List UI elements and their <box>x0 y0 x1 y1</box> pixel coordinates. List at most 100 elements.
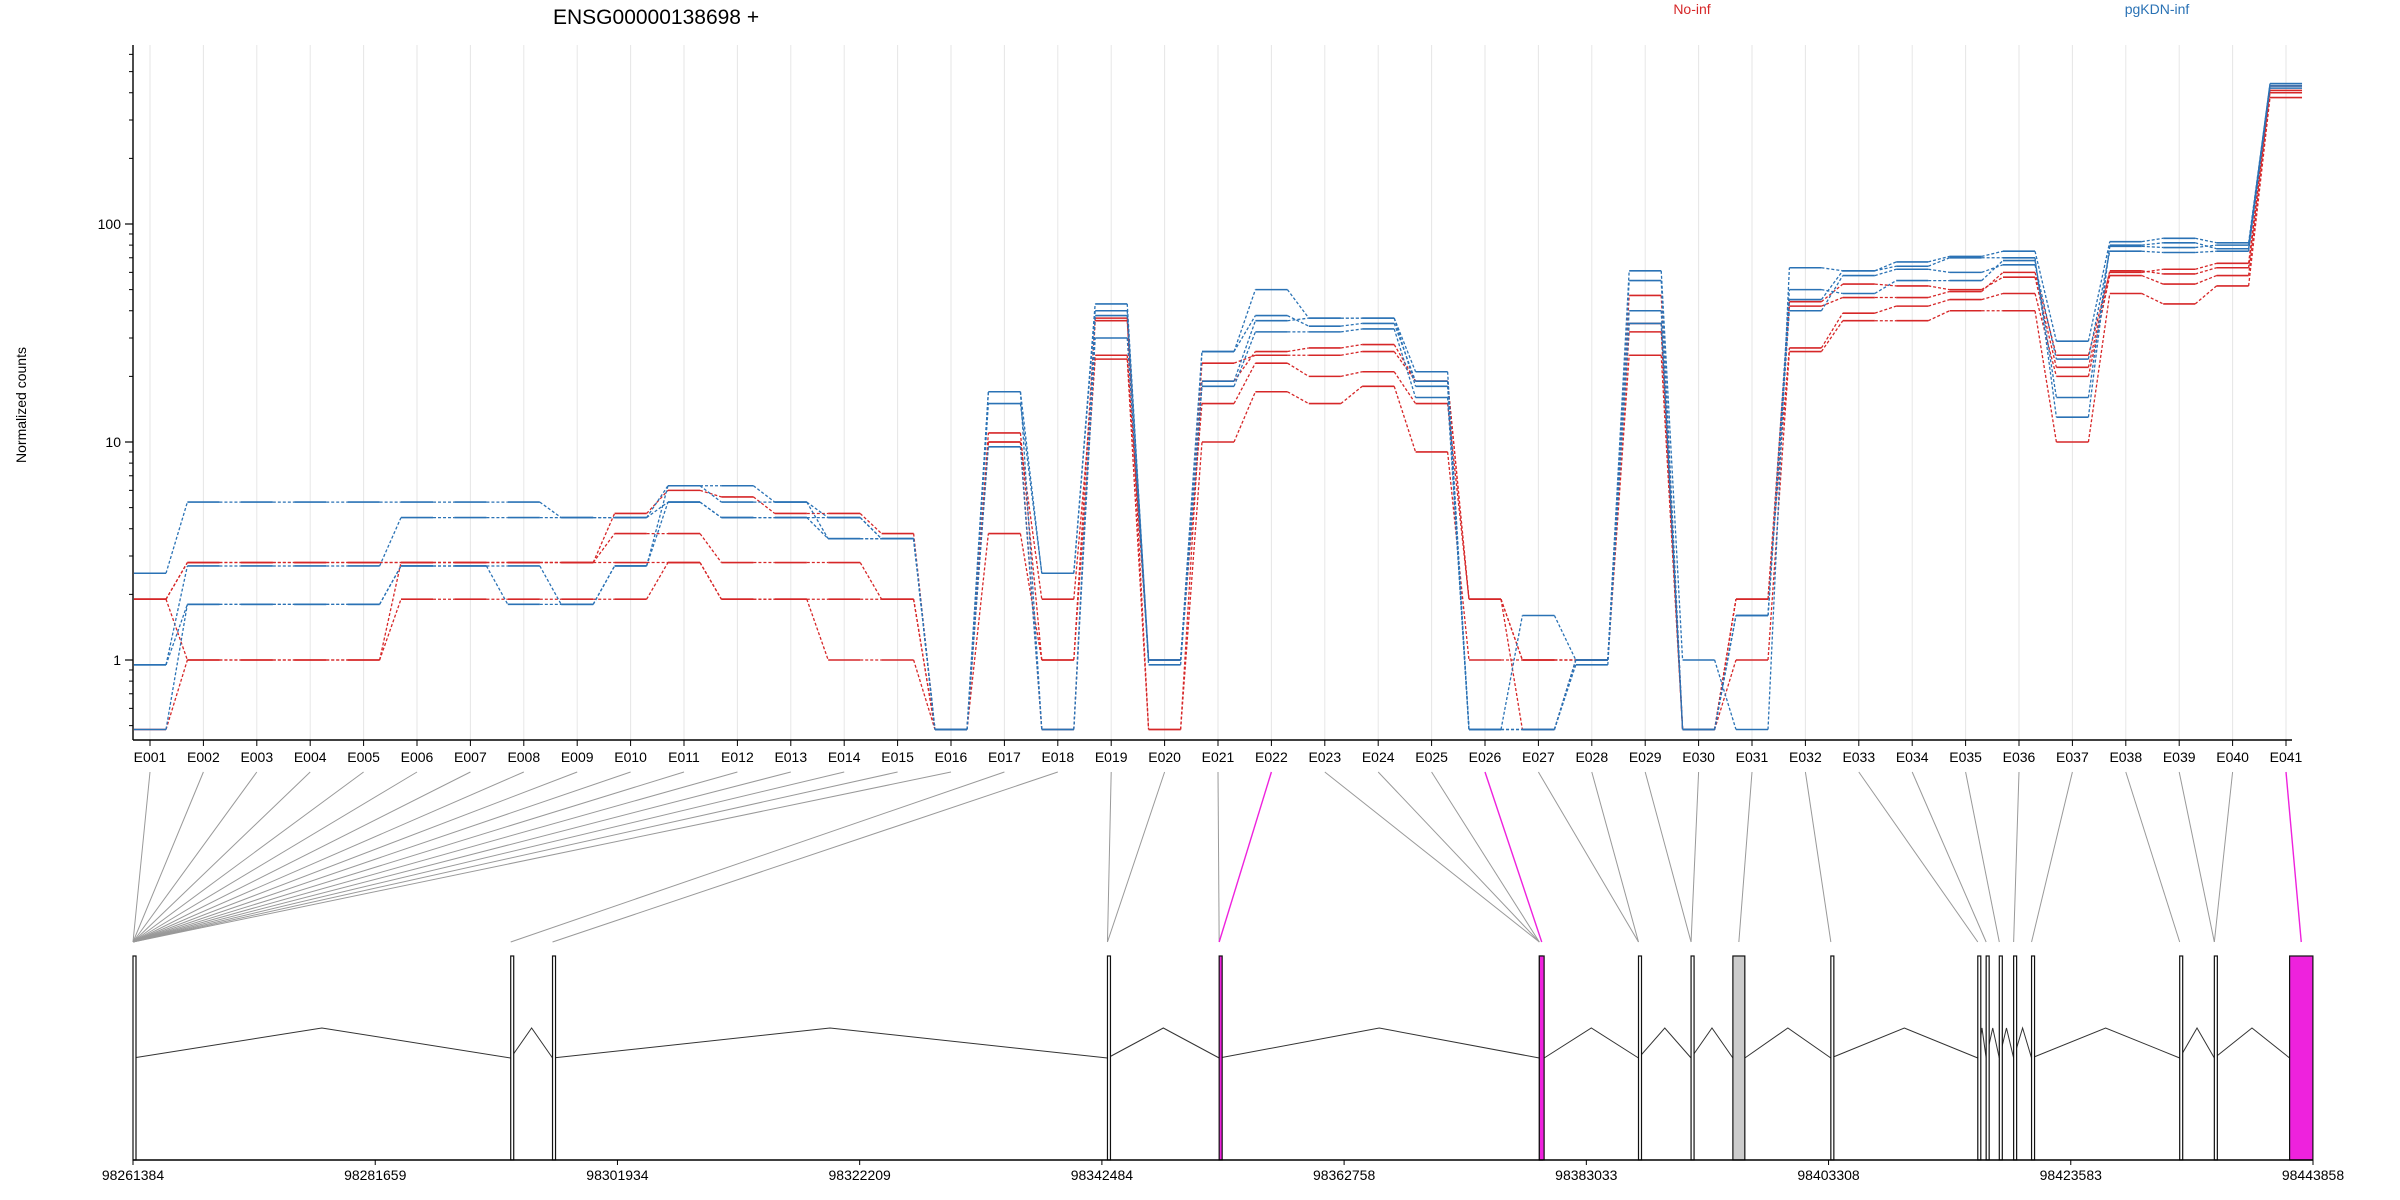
x-tick-label: E011 <box>668 749 700 765</box>
series-segment <box>165 604 189 730</box>
series-segment <box>1179 441 1203 730</box>
expression-series <box>133 82 2303 731</box>
exon-block-e018 <box>551 955 557 1161</box>
series-segment <box>1874 305 1897 314</box>
exon-block-e019 <box>1106 955 1112 1161</box>
intron <box>1638 1027 1692 1059</box>
series-segment <box>2247 85 2271 249</box>
connector-e026 <box>1484 771 1543 943</box>
series-segment <box>1393 328 1417 398</box>
x-tick-label: E024 <box>1362 749 1395 765</box>
series-segment <box>2034 251 2058 342</box>
connector-e021 <box>1217 771 1220 943</box>
series-segment <box>1446 386 1470 730</box>
connector-e031 <box>1738 771 1753 943</box>
series-segment <box>912 599 936 730</box>
intron <box>2214 1027 2290 1059</box>
connector-e003 <box>132 771 258 943</box>
series-segment <box>1073 315 1096 730</box>
series-segment <box>1126 315 1150 665</box>
x-tick-label: E036 <box>2003 749 2036 765</box>
x-tick-label: E038 <box>2109 749 2142 765</box>
series-segment <box>165 562 188 600</box>
series-segment <box>699 533 722 563</box>
series-segment <box>912 659 936 730</box>
series-segment <box>2034 310 2058 443</box>
series-segment <box>1981 260 2004 282</box>
exon-connectors <box>132 771 2302 943</box>
connector-e020 <box>1106 771 1166 943</box>
series-segment <box>2247 92 2271 276</box>
connector-e010 <box>132 771 631 943</box>
connector-e018 <box>552 771 1058 943</box>
series-segment <box>592 565 616 605</box>
series-segment <box>1981 264 2004 273</box>
series-segment <box>1073 310 1096 574</box>
x-tick-label: E012 <box>721 749 754 765</box>
series-segment <box>1928 268 1950 274</box>
x-tick-label: E031 <box>1736 749 1769 765</box>
series-segment <box>2141 242 2164 246</box>
exon-block-e033 <box>1977 955 1982 1161</box>
series-segment <box>2194 285 2217 305</box>
series-segment <box>2087 251 2111 360</box>
series-segment <box>1287 391 1310 405</box>
series-segment <box>1767 267 1791 730</box>
series-segment <box>2034 277 2058 368</box>
exon-block-e026 <box>1538 955 1545 1161</box>
series-segment <box>379 517 402 567</box>
series-segment <box>2141 245 2164 249</box>
series-segment <box>592 513 616 563</box>
series-segment <box>379 599 402 661</box>
series-segment <box>2087 245 2111 418</box>
series-segment <box>1340 328 1363 333</box>
series-segment <box>1019 533 1043 661</box>
series-segment <box>1553 615 1577 661</box>
series-segment <box>1233 320 1256 382</box>
x-tick-label: E022 <box>1255 749 1288 765</box>
connector-e001 <box>132 771 151 943</box>
series-segment <box>699 489 722 498</box>
series-segment <box>2195 262 2217 270</box>
x-tick-label: E018 <box>1041 749 1074 765</box>
connector-e004 <box>132 771 311 943</box>
x-tick-label: E006 <box>401 749 434 765</box>
series-segment <box>1126 337 1150 661</box>
series-segment <box>539 501 562 519</box>
x-tick-label: E041 <box>2270 749 2303 765</box>
series-segment <box>646 501 669 519</box>
series-segment <box>753 485 776 503</box>
x-tick-label: E016 <box>935 749 968 765</box>
x-tick-label: E027 <box>1522 749 1555 765</box>
series-segment <box>753 496 776 514</box>
series-segment <box>1821 267 1843 272</box>
series-segment <box>1820 312 1844 349</box>
series-segment <box>1340 371 1363 378</box>
connector-e014 <box>132 771 845 943</box>
x-tick-label: E009 <box>561 749 594 765</box>
series-segment <box>1233 362 1256 404</box>
series-segment <box>1821 296 1844 307</box>
series-segment <box>1393 386 1417 453</box>
connector-e038 <box>2125 771 2181 943</box>
series-segment <box>806 501 829 540</box>
series-segment <box>966 391 990 730</box>
y-tick-label: 10 <box>105 434 121 450</box>
series-segment <box>1340 385 1363 405</box>
series-segment <box>806 501 829 519</box>
series-segment <box>646 562 669 600</box>
connector-e017 <box>510 771 1005 943</box>
intron <box>1543 1027 1639 1059</box>
series-segment <box>1179 381 1203 665</box>
series-segment <box>1607 331 1630 661</box>
series-segment <box>1126 318 1150 730</box>
exon-gridlines <box>149 45 2287 740</box>
series-segment <box>806 517 829 540</box>
coord-tick-label: 98362758 <box>1313 1167 1376 1183</box>
series-segment <box>539 565 562 605</box>
series-segment <box>1928 285 1950 291</box>
x-tick-label: E030 <box>1682 749 1715 765</box>
intron <box>1107 1027 1220 1059</box>
series-segment <box>1767 306 1791 600</box>
